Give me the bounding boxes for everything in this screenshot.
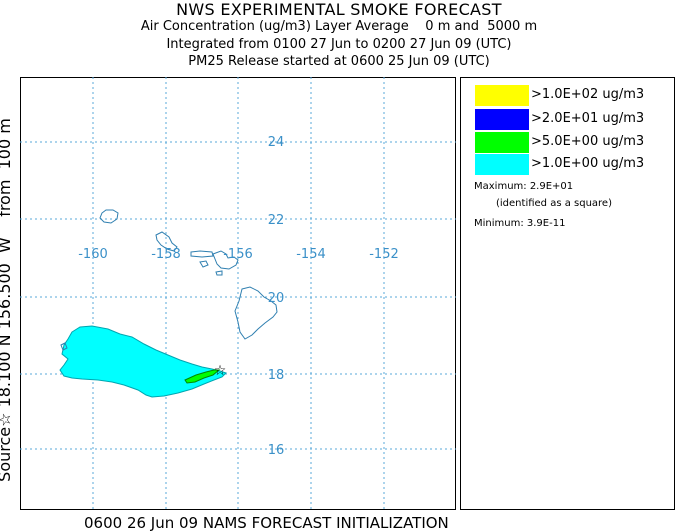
lanai-coast <box>199 260 209 268</box>
release-info: PM25 Release started at 0600 25 Jun 09 (… <box>188 54 490 69</box>
lat-label-16: 16 <box>268 443 285 458</box>
legend-label-20: >2.0E+01 ug/m3 <box>531 111 645 126</box>
hawaii-coast <box>234 286 278 340</box>
legend-label-5: >5.0E+00 ug/m3 <box>531 134 645 149</box>
kahoolawe-coast <box>215 270 223 276</box>
maui-coast <box>212 250 239 270</box>
legend-swatch-yellow <box>475 85 529 106</box>
graticule <box>20 77 456 510</box>
lon-label-156: -156 <box>223 247 253 262</box>
legend-swatch-green <box>475 132 529 153</box>
lat-label-24: 24 <box>268 135 285 150</box>
niihau-coast <box>60 342 68 351</box>
smoke-map: ☆ -160 -158 -156 -154 -152 24 22 20 18 1… <box>20 77 456 510</box>
lat-label-20: 20 <box>268 291 285 306</box>
minimum-value: Minimum: 3.9E-11 <box>474 218 566 229</box>
lat-label-22: 22 <box>268 213 285 228</box>
lon-label-158: -158 <box>151 247 181 262</box>
source-marker: ☆ <box>214 363 227 379</box>
lat-label-18: 18 <box>268 368 285 383</box>
source-location-label: Source☆ 18.100 N 156.500 W from 100 m <box>0 118 14 482</box>
plume-medium-concentration <box>184 369 221 384</box>
plume-low-concentration <box>59 325 227 398</box>
legend-swatch-blue <box>475 109 529 130</box>
legend-label-100: >1.0E+02 ug/m3 <box>531 87 645 102</box>
map-title: NWS EXPERIMENTAL SMOKE FORECAST <box>176 0 502 19</box>
forecast-initialization: 0600 26 Jun 09 NAMS FORECAST INITIALIZAT… <box>84 514 449 532</box>
oahu-coast <box>155 231 178 252</box>
legend-label-1: >1.0E+00 ug/m3 <box>531 156 645 171</box>
plume-fragment <box>63 350 67 354</box>
integration-period: Integrated from 0100 27 Jun to 0200 27 J… <box>166 37 512 52</box>
lon-label-154: -154 <box>296 247 326 262</box>
kauai-coast <box>99 209 119 224</box>
lon-label-152: -152 <box>369 247 399 262</box>
legend-panel: >1.0E+02 ug/m3 >2.0E+01 ug/m3 >5.0E+00 u… <box>460 77 675 510</box>
legend-swatch-cyan <box>475 154 529 175</box>
maximum-note: (identified as a square) <box>496 198 612 209</box>
lon-label-160: -160 <box>78 247 108 262</box>
molokai-coast <box>190 250 214 258</box>
concentration-subtitle: Air Concentration (ug/m3) Layer Average … <box>140 19 538 34</box>
coastlines <box>60 209 278 351</box>
maximum-value: Maximum: 2.9E+01 <box>474 181 574 192</box>
